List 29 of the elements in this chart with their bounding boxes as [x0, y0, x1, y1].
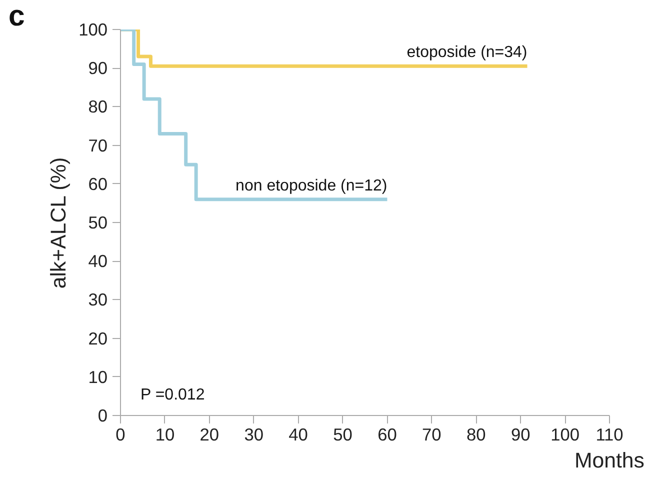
- y-tick-label: 70: [88, 135, 108, 156]
- x-tick-label: 30: [244, 424, 264, 444]
- y-tick-label: 10: [88, 366, 108, 387]
- y-tick-label: 30: [88, 290, 108, 310]
- y-tick-label: 100: [78, 20, 108, 40]
- x-tick-label: 60: [378, 424, 397, 444]
- x-tick-label: 50: [333, 424, 352, 444]
- y-tick-label: 40: [88, 251, 108, 272]
- y-axis-title: alk+ALCL (%): [46, 157, 71, 289]
- x-tick-label: 80: [466, 424, 486, 444]
- series-label: non etoposide (n=12): [236, 177, 388, 194]
- x-tick-label: 40: [288, 424, 308, 444]
- x-tick-label: 70: [422, 424, 442, 444]
- text: c: [8, 0, 25, 32]
- x-tick-label: 20: [200, 424, 220, 444]
- x-tick-label: 10: [155, 424, 175, 444]
- x-tick-label: 110: [596, 424, 624, 444]
- y-tick-label: 50: [88, 212, 108, 232]
- annotation: P =0.012: [140, 386, 205, 404]
- y-tick-label: 60: [88, 174, 108, 194]
- y-tick-label: 80: [88, 96, 108, 117]
- x-tick-label: 90: [510, 424, 530, 444]
- y-tick-label: 20: [88, 328, 108, 348]
- series-label: etoposide (n=34): [406, 44, 528, 62]
- y-tick-label: 90: [88, 58, 108, 78]
- y-tick-label: 0: [98, 406, 108, 426]
- x-axis-title: Months: [574, 448, 644, 472]
- x-tick-label: 100: [550, 424, 580, 444]
- x-tick-label: 0: [116, 424, 126, 444]
